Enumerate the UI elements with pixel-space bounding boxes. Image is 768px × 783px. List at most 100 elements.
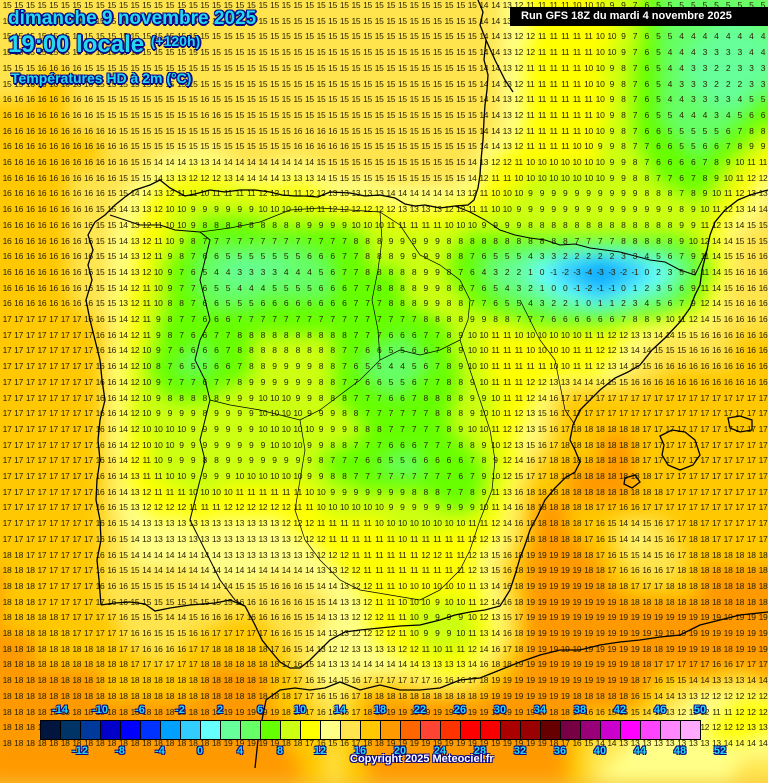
temperature-value: 16	[36, 236, 48, 246]
temperature-value: 15	[106, 95, 118, 104]
temperature-value: 13	[117, 299, 129, 308]
temperature-value: 15	[303, 32, 315, 41]
temperature-value: 7	[687, 174, 699, 183]
legend-swatch	[121, 721, 141, 739]
temperature-value: 15	[269, 142, 281, 151]
temperature-value: 15	[117, 79, 129, 89]
legend-swatch	[681, 721, 700, 739]
temperature-value: 15	[338, 79, 350, 89]
temperature-value: 9	[583, 189, 595, 198]
temperature-value: 15	[129, 158, 141, 167]
temperature-value: 16	[71, 284, 83, 293]
temperature-value: 4	[676, 95, 688, 104]
temperature-value: 15	[129, 79, 141, 89]
temperature-value: 6	[676, 174, 688, 183]
temperature-value: 9	[548, 189, 560, 198]
legend-swatch	[581, 721, 601, 739]
temperature-value: 15	[431, 95, 443, 104]
temperature-value: 6	[199, 284, 211, 293]
temperature-value: 15	[164, 95, 176, 104]
temperature-value: 6	[641, 79, 653, 89]
temperature-value: 16	[36, 205, 48, 214]
temperature-value: 7	[629, 64, 641, 73]
temperature-value: 15	[48, 1, 60, 10]
temperature-value: 15	[443, 32, 455, 41]
temperature-value: 10	[490, 189, 502, 198]
temperature-value: 6	[606, 315, 618, 324]
legend-swatch	[241, 721, 261, 739]
temperature-value: 15	[199, 64, 211, 73]
temperature-value: 15	[222, 142, 234, 151]
temperature-value: 9	[594, 189, 606, 198]
temperature-value: 8	[745, 127, 757, 136]
temperature-value: 8	[443, 331, 455, 340]
temperature-value: 8	[164, 331, 176, 340]
temperature-value: 15	[269, 17, 281, 26]
temperature-value: 7	[269, 236, 281, 246]
temperature-value: 11	[536, 127, 548, 136]
temperature-value: 15	[24, 32, 36, 41]
temperature-value: 7	[362, 299, 374, 308]
temperature-value: 9	[722, 158, 734, 167]
temperature-value: 17	[82, 346, 94, 355]
temperature-value: 16	[48, 64, 60, 73]
temperature-value: 9	[571, 205, 583, 214]
temperature-value: 10	[292, 205, 304, 214]
temperature-value: 13	[303, 174, 315, 183]
temperature-value: 11	[396, 221, 408, 230]
temperature-value: 2	[710, 79, 722, 89]
temperature-value: 17	[1, 315, 13, 324]
temperature-value: 13	[164, 174, 176, 183]
temperature-value: 15	[164, 48, 176, 57]
temperature-value: 16	[1, 158, 13, 167]
temperature-value: 10	[583, 158, 595, 167]
temperature-value: 10	[606, 48, 618, 57]
temperature-value: 16	[94, 346, 106, 355]
temperature-value: 2	[571, 252, 583, 261]
temperature-value: 15	[141, 95, 153, 104]
temperature-value: 16	[292, 127, 304, 136]
temperature-value: 15	[431, 174, 443, 183]
temperature-value: 10	[257, 205, 269, 214]
temperature-value: 10	[524, 174, 536, 183]
temperature-value: 15	[234, 64, 246, 73]
temperature-value: 15	[210, 142, 222, 151]
temperature-value: 14	[490, 64, 502, 73]
temperature-value: 15	[94, 284, 106, 293]
temperature-value: 5	[757, 95, 768, 104]
temperature-value: 14	[745, 205, 757, 214]
temperature-value: 9	[594, 142, 606, 151]
temperature-value: 4	[234, 284, 246, 293]
temperature-value: 15	[245, 32, 257, 41]
temperature-value: 3	[699, 95, 711, 104]
north-africa-coast	[254, 611, 768, 768]
temperature-value: 6	[559, 315, 571, 324]
temperature-value: 8	[583, 221, 595, 230]
temperature-value: 16	[106, 331, 118, 340]
temperature-value: 15	[129, 142, 141, 151]
temperature-value: 11	[187, 189, 199, 198]
temperature-value: 15	[362, 95, 374, 104]
temperature-value: 15	[385, 79, 397, 89]
temperature-value: 8	[455, 299, 467, 308]
temperature-value: 11	[722, 189, 734, 198]
temperature-value: 9	[176, 236, 188, 246]
temperature-value: 16	[338, 142, 350, 151]
temperature-value: 15	[269, 111, 281, 120]
temperature-value: 15	[141, 64, 153, 73]
temperature-value: 15	[420, 174, 432, 183]
temperature-value: 16	[13, 299, 25, 308]
temperature-value: 13	[455, 189, 467, 198]
temperature-value: 3	[269, 268, 281, 277]
temperature-value: 8	[641, 174, 653, 183]
temperature-value: 5	[652, 111, 664, 120]
temperature-value: 8	[490, 236, 502, 246]
temperature-value: 5	[734, 111, 746, 120]
temperature-value: 3	[617, 252, 629, 261]
temperature-value: 15	[71, 48, 83, 57]
temperature-value: 12	[513, 142, 525, 151]
temperature-value: 9	[629, 189, 641, 198]
temperature-value: 15	[210, 127, 222, 136]
temperature-value: 15	[362, 1, 374, 10]
temperature-value: 17	[48, 331, 60, 340]
